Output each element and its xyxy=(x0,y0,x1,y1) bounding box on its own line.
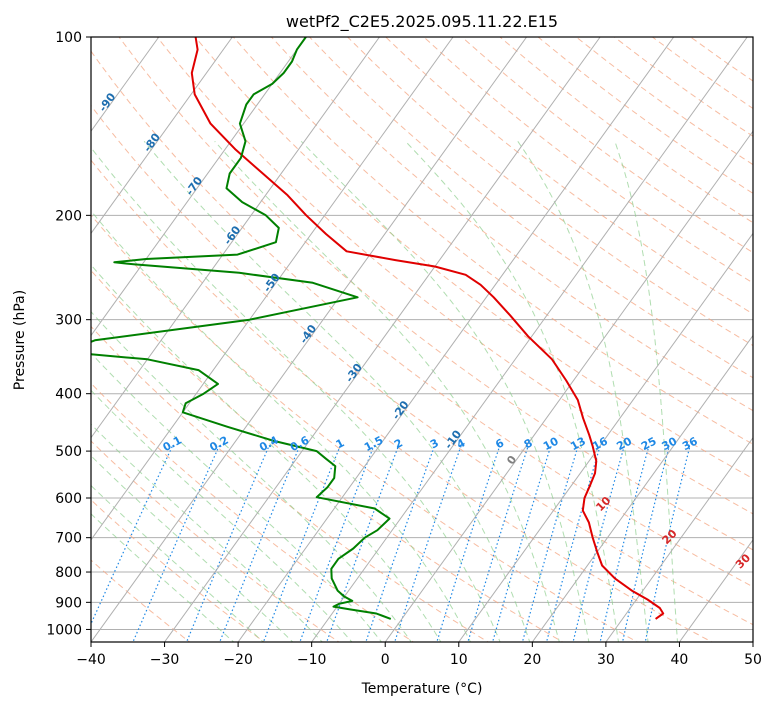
mixing-ratio-line xyxy=(492,445,552,642)
dry-adiabat-line xyxy=(156,37,753,515)
moist-adiabat-line xyxy=(91,423,324,642)
isotherm-line xyxy=(91,37,528,642)
isotherm-line xyxy=(679,538,753,642)
grid-lines xyxy=(91,37,753,630)
mixing-ratio-line xyxy=(365,445,436,642)
y-tick-label: 500 xyxy=(55,444,82,460)
isotherm-line xyxy=(91,37,233,235)
profile-series xyxy=(91,37,665,620)
dry-adiabat-line xyxy=(91,214,639,642)
mixing-ratio-label: 36 xyxy=(680,434,700,453)
mixing-ratio-line xyxy=(436,445,501,642)
dry-adiabat-line xyxy=(194,37,753,480)
moist-adiabat-line xyxy=(91,484,264,642)
chart-title: wetPf2_C2E5.2025.095.11.22.E15 xyxy=(286,12,558,32)
x-axis: −40 −30 −20 −10 0 10 20 30 40 50 xyxy=(76,642,762,668)
y-tick-label: 200 xyxy=(55,208,82,224)
moist-adiabat-line xyxy=(91,389,353,642)
isotherm-line xyxy=(164,37,601,642)
x-tick-label: −40 xyxy=(76,652,106,668)
dry-adiabat-line xyxy=(91,440,340,642)
y-axis: 100 200 300 400 500 600 700 800 900 1000 xyxy=(46,30,91,638)
dry-adiabat-line xyxy=(91,325,489,642)
isotherm-line xyxy=(91,37,380,439)
dry-adiabat-line xyxy=(91,269,564,642)
moist-adiabat-line xyxy=(91,146,501,642)
temperature-profile-line xyxy=(190,37,665,620)
mixing-ratio-label: 20 xyxy=(614,434,634,453)
dewpoint-profile-line xyxy=(91,37,392,620)
y-tick-label: 700 xyxy=(55,531,82,547)
x-tick-label: 50 xyxy=(744,652,762,668)
x-tick-label: −20 xyxy=(223,652,253,668)
dry-adiabat-line xyxy=(385,37,753,315)
x-tick-label: 0 xyxy=(381,652,390,668)
moist-adiabat-line xyxy=(214,140,560,642)
mixing-ratio-line xyxy=(394,445,462,642)
y-tick-label: 300 xyxy=(55,313,82,329)
x-tick-label: 20 xyxy=(523,652,541,668)
dry-adiabat-line xyxy=(309,37,753,379)
dry-adiabat-line xyxy=(91,50,753,588)
mixing-ratio-line xyxy=(572,445,625,642)
x-tick-label: −10 xyxy=(297,652,327,668)
isotherm-line xyxy=(237,37,675,642)
x-axis-title: Temperature (°C) xyxy=(361,681,483,697)
x-tick-label: 10 xyxy=(450,652,468,668)
y-tick-label: 800 xyxy=(55,565,82,581)
moist-adiabat-line xyxy=(143,140,531,642)
plot-area: -100-90-80-70-60-50-40-30-20-1000.10.20.… xyxy=(91,37,753,642)
plot-frame xyxy=(90,36,754,643)
moist-adiabat-line xyxy=(91,455,294,642)
mixing-ratio-line xyxy=(621,445,670,642)
moist-adiabat-line xyxy=(405,140,620,642)
x-tick-label: 40 xyxy=(671,652,689,668)
isotherm-line xyxy=(531,334,753,642)
isotherm-line xyxy=(311,37,748,642)
dry-adiabat-line xyxy=(347,37,753,347)
mixing-ratio-label: 13 xyxy=(568,435,588,454)
y-tick-label: 1000 xyxy=(46,622,82,638)
moist-adiabats xyxy=(91,140,679,642)
dry-adiabat-line xyxy=(91,104,753,626)
moist-adiabat-line xyxy=(517,141,649,642)
isotherm-line xyxy=(91,37,454,541)
isotherm-line xyxy=(605,436,753,642)
moist-adiabat-line xyxy=(91,210,472,642)
y-tick-label: 100 xyxy=(55,30,82,46)
y-tick-label: 900 xyxy=(55,595,82,611)
skewed-isotherms xyxy=(91,37,753,642)
moist-adiabat-line xyxy=(91,352,383,642)
x-tick-label: −30 xyxy=(150,652,180,668)
mixing-ratio-line xyxy=(545,445,601,642)
mixing-ratio-label: 16 xyxy=(590,434,610,453)
x-tick-label: 30 xyxy=(597,652,615,668)
dry-adiabat-line xyxy=(91,499,266,642)
moist-adiabat-line xyxy=(300,140,590,642)
isotherm-line xyxy=(458,232,753,642)
isotherm-line xyxy=(384,130,753,642)
moist-adiabat-line xyxy=(91,310,412,642)
mixing-ratio-line xyxy=(91,445,174,626)
mixing-ratio-line xyxy=(521,445,579,642)
isotherm-line xyxy=(91,37,307,337)
mixing-ratio-line xyxy=(219,445,301,642)
dry-adiabat-line xyxy=(91,382,415,642)
moist-adiabat-line xyxy=(614,141,679,642)
y-tick-label: 400 xyxy=(55,387,82,403)
mixing-ratio-label: 10 xyxy=(541,434,561,453)
y-axis-title: Pressure (hPa) xyxy=(12,290,28,390)
mixing-ratio-label: 30 xyxy=(660,434,680,453)
mixing-ratio-line xyxy=(599,445,650,642)
mixing-ratio-label: 25 xyxy=(639,435,659,454)
mixing-ratio-line xyxy=(644,445,691,642)
y-tick-label: 600 xyxy=(55,491,82,507)
